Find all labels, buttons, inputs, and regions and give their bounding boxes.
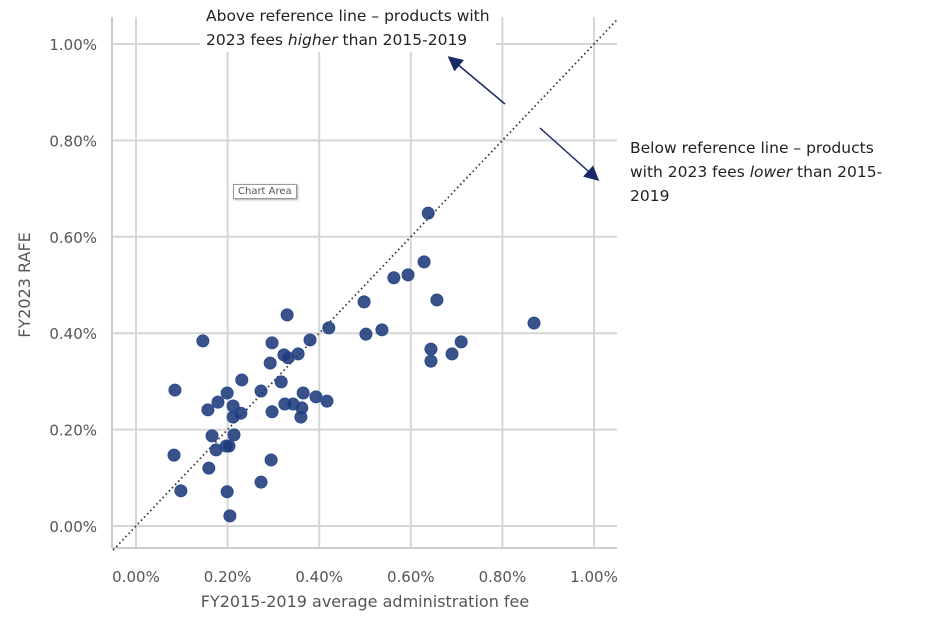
data-point bbox=[167, 448, 181, 462]
data-point bbox=[424, 354, 438, 368]
data-point bbox=[454, 335, 468, 349]
data-point bbox=[209, 443, 223, 457]
emphasis-text: higher bbox=[287, 31, 338, 49]
data-point bbox=[296, 386, 310, 400]
chart-area-tooltip: Chart Area bbox=[233, 184, 297, 199]
data-point bbox=[168, 383, 182, 397]
data-point bbox=[254, 475, 268, 489]
data-point bbox=[263, 356, 277, 370]
y-axis-title: FY2023 RAFE bbox=[15, 232, 34, 338]
data-point bbox=[226, 410, 240, 424]
x-tick-label: 0.20% bbox=[204, 568, 252, 586]
data-point bbox=[303, 333, 317, 347]
annotation-below-line2: with 2023 fees lower than 2015- bbox=[630, 160, 882, 184]
emphasis-text: lower bbox=[749, 163, 793, 181]
data-point bbox=[421, 206, 435, 220]
data-point bbox=[294, 410, 308, 424]
data-point bbox=[265, 405, 279, 419]
data-point bbox=[357, 295, 371, 309]
annotation-above-line2: 2023 fees higher than 2015-2019 bbox=[206, 28, 490, 52]
data-point bbox=[309, 390, 323, 404]
data-point bbox=[220, 386, 234, 400]
y-tick-label: 0.80% bbox=[49, 132, 97, 150]
data-point bbox=[222, 439, 236, 453]
data-point bbox=[201, 403, 215, 417]
y-tick-label: 0.20% bbox=[49, 422, 97, 440]
x-tick-label: 0.80% bbox=[479, 568, 527, 586]
y-tick-label: 1.00% bbox=[49, 36, 97, 54]
data-point bbox=[320, 394, 334, 408]
data-point bbox=[424, 342, 438, 356]
x-tick-label: 1.00% bbox=[570, 568, 618, 586]
data-point bbox=[274, 375, 288, 389]
data-point bbox=[211, 395, 225, 409]
data-point bbox=[445, 347, 459, 361]
data-point bbox=[265, 336, 279, 350]
reference-line bbox=[112, 19, 618, 551]
data-point bbox=[430, 293, 444, 307]
y-tick-label: 0.40% bbox=[49, 325, 97, 343]
data-point bbox=[174, 484, 188, 498]
data-point bbox=[205, 429, 219, 443]
data-point bbox=[359, 327, 373, 341]
data-point bbox=[375, 323, 389, 337]
data-point bbox=[401, 268, 415, 282]
annotation-above-line1: Above reference line – products with bbox=[206, 7, 490, 25]
arrow-down-right bbox=[539, 127, 600, 182]
data-point bbox=[220, 485, 234, 499]
data-point bbox=[417, 255, 431, 269]
y-tick-label: 0.00% bbox=[49, 518, 97, 536]
text: with 2023 fees bbox=[630, 163, 750, 181]
arrow-up-left bbox=[447, 56, 506, 105]
data-point bbox=[280, 308, 294, 322]
data-point bbox=[202, 461, 216, 475]
annotation-below-line3: 2019 bbox=[630, 187, 670, 205]
data-point bbox=[527, 316, 541, 330]
data-point bbox=[227, 428, 241, 442]
x-tick-label: 0.60% bbox=[387, 568, 435, 586]
text: than 2015- bbox=[792, 163, 883, 181]
y-tick-label: 0.60% bbox=[49, 229, 97, 247]
annotation-below-line1: Below reference line – products bbox=[630, 139, 874, 157]
data-point bbox=[281, 351, 295, 365]
x-tick-label: 0.00% bbox=[112, 568, 160, 586]
data-point bbox=[223, 509, 237, 523]
text: than 2015-2019 bbox=[337, 31, 468, 49]
x-axis-title: FY2015-2019 average administration fee bbox=[201, 592, 529, 611]
data-point bbox=[264, 453, 278, 467]
text: 2023 fees bbox=[206, 31, 288, 49]
annotation-below: Below reference line – products with 202… bbox=[630, 136, 883, 208]
data-point bbox=[254, 384, 268, 398]
data-point bbox=[235, 373, 249, 387]
data-point bbox=[322, 321, 336, 335]
data-points bbox=[167, 206, 541, 523]
data-point bbox=[196, 334, 210, 348]
gridlines bbox=[112, 17, 617, 548]
data-point bbox=[387, 271, 401, 285]
x-tick-label: 0.40% bbox=[295, 568, 343, 586]
annotation-above: Above reference line – products with 202… bbox=[200, 4, 496, 52]
